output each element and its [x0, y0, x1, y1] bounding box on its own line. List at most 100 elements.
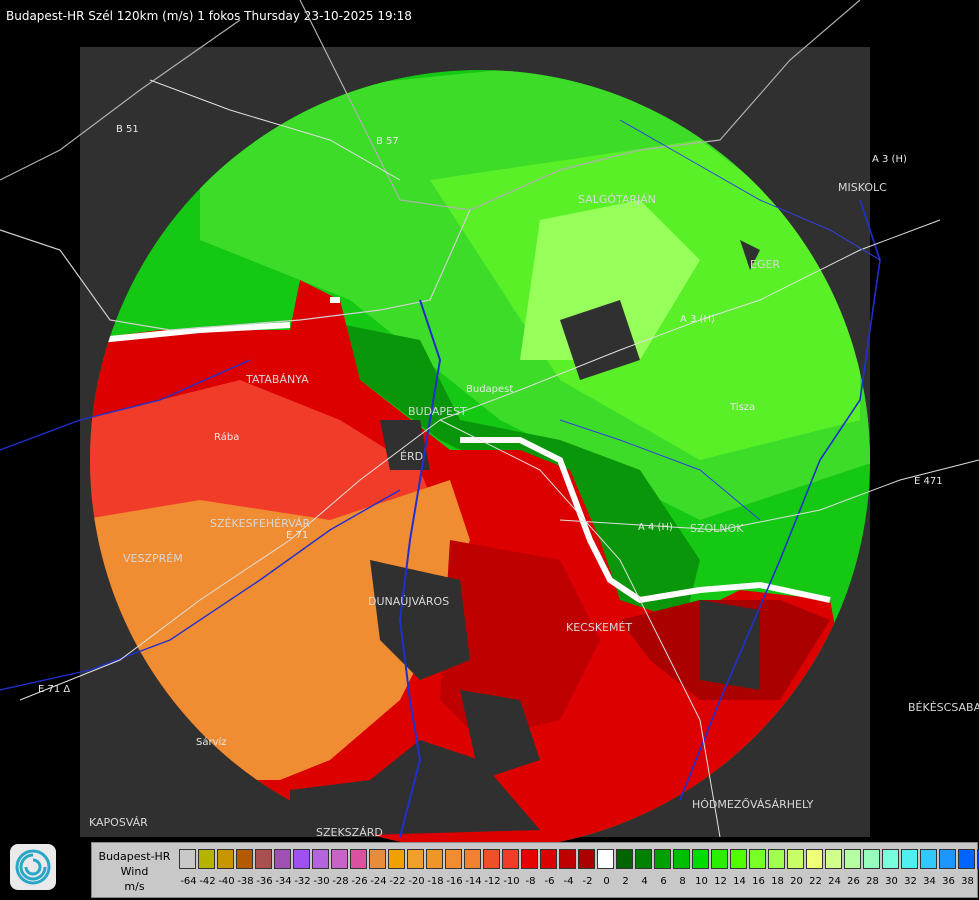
legend-swatch [217, 849, 234, 869]
legend-tick-label: -34 [275, 876, 292, 887]
legend-unit: m/s [124, 880, 145, 893]
legend-swatch [730, 849, 747, 869]
legend-tick-label: -36 [256, 876, 273, 887]
legend-tick-label: 20 [790, 876, 803, 887]
legend-swatch [540, 849, 557, 869]
legend-title: Budapest-HR Wind m/s [92, 843, 177, 899]
city-label: DUNAÚJVÁROS [368, 595, 449, 608]
legend-swatch [179, 849, 196, 869]
road-label: E 71 [286, 530, 308, 541]
legend-tick-label: 36 [942, 876, 955, 887]
legend-tick-label: -6 [544, 876, 555, 887]
legend-swatch [578, 849, 595, 869]
city-label: ÉRD [400, 450, 423, 463]
legend-swatch [692, 849, 709, 869]
city-label: VESZPRÉM [123, 552, 183, 565]
color-legend: Budapest-HR Wind m/s -64 -42 -40 -38 -36 -34-… [91, 842, 979, 899]
legend-swatch [901, 849, 918, 869]
road-label: A 3 (H) [680, 314, 715, 325]
legend-swatch [977, 849, 979, 869]
legend-tick-label: -28 [332, 876, 349, 887]
legend-swatch [274, 849, 291, 869]
city-label: TATABÁNYA [245, 373, 309, 386]
road-label: E 471 [914, 476, 943, 487]
legend-swatch [806, 849, 823, 869]
city-label: SZEKSZÁRD [316, 826, 383, 839]
legend-tick-label: -2 [582, 876, 593, 887]
legend-tick-label: -32 [294, 876, 311, 887]
legend-tick-label: 26 [847, 876, 860, 887]
legend-swatch [597, 849, 614, 869]
legend-tick-label: 10 [695, 876, 708, 887]
legend-tick-label: 18 [771, 876, 784, 887]
legend-tick-label: -18 [427, 876, 444, 887]
legend-swatch [749, 849, 766, 869]
legend-radar-name: Budapest-HR [98, 850, 171, 863]
legend-swatch [768, 849, 785, 869]
legend-swatch [255, 849, 272, 869]
legend-tick-label: -10 [503, 876, 520, 887]
legend-swatch [673, 849, 690, 869]
city-label: BUDAPEST [408, 405, 467, 418]
legend-tick-label: 32 [904, 876, 917, 887]
legend-swatch [464, 849, 481, 869]
legend-tick-label: 30 [885, 876, 898, 887]
legend-swatch [350, 849, 367, 869]
road-label: A 3 (H) [872, 154, 907, 165]
legend-tick-label: -16 [446, 876, 463, 887]
legend-tick-label: -4 [563, 876, 574, 887]
legend-tick-label: 34 [923, 876, 936, 887]
map-overlay-lines [0, 0, 979, 838]
road-label: A 4 (H) [638, 522, 673, 533]
city-label: BÉKÉSCSABA [908, 701, 979, 714]
legend-tick-label: 2 [622, 876, 629, 887]
legend-tick-label: -42 [199, 876, 216, 887]
legend-swatches [179, 849, 979, 869]
road-label: B 51 [116, 124, 139, 135]
legend-swatch [502, 849, 519, 869]
map-title: Budapest-HR Szél 120km (m/s) 1 fokos Thu… [6, 9, 412, 23]
city-label: SZOLNOK [690, 522, 744, 535]
legend-swatch [711, 849, 728, 869]
legend-swatch [388, 849, 405, 869]
legend-swatch [407, 849, 424, 869]
road-label: Tisza [729, 402, 755, 413]
legend-tick-label: -20 [408, 876, 425, 887]
legend-tick-label: 0 [603, 876, 610, 887]
legend-swatch [426, 849, 443, 869]
legend-ticks: -64 -42 -40 -38 -36 -34 -32 -30 -28 -26 -24 -22 -20-… [179, 876, 979, 890]
legend-tick-label: 6 [660, 876, 667, 887]
legend-tick-label: -30 [313, 876, 330, 887]
legend-tick-label: 38 [961, 876, 974, 887]
legend-swatch [787, 849, 804, 869]
logo-icon [10, 844, 56, 890]
legend-tick-label: 12 [714, 876, 727, 887]
legend-swatch [521, 849, 538, 869]
legend-swatch [312, 849, 329, 869]
legend-swatch [293, 849, 310, 869]
road-label: Sárvíz [196, 736, 227, 748]
legend-tick-label: 22 [809, 876, 822, 887]
legend-swatch [939, 849, 956, 869]
city-label: SALGÓTARJÁN [578, 193, 656, 206]
legend-tick-label: -38 [237, 876, 254, 887]
legend-swatch [483, 849, 500, 869]
road-labels: B 51 B 57 A 3 (H) A 3 (H) E 471 A 4 (H) … [38, 124, 943, 748]
legend-tick-label: -8 [525, 876, 536, 887]
legend-swatch [616, 849, 633, 869]
legend-tick-label: 4 [641, 876, 648, 887]
legend-tick-label: -14 [465, 876, 482, 887]
legend-swatch [920, 849, 937, 869]
legend-tick-label: 24 [828, 876, 841, 887]
road-label: B 57 [376, 136, 399, 147]
city-label: KAPOSVÁR [89, 816, 148, 829]
radar-echo-disk [90, 70, 870, 850]
legend-swatch [635, 849, 652, 869]
legend-tick-label: -40 [218, 876, 235, 887]
road-label: Rába [214, 431, 239, 443]
city-labels: SALGÓTARJÁN MISKOLC EGER TATABÁNYA BUDAP… [89, 181, 979, 839]
legend-tick-label: 8 [679, 876, 686, 887]
legend-swatch [825, 849, 842, 869]
legend-tick-label: -22 [389, 876, 406, 887]
